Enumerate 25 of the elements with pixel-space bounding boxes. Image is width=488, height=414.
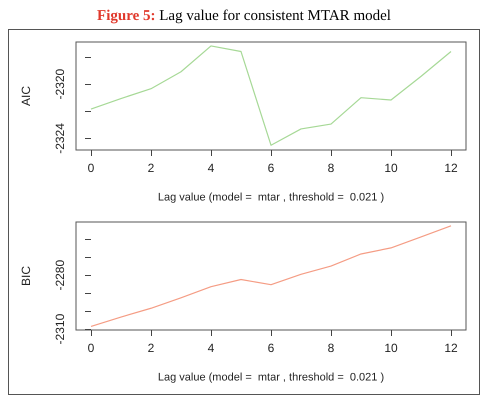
x-tick-label: 12 bbox=[444, 161, 458, 175]
x-tick-label: 8 bbox=[328, 161, 335, 175]
x-tick-label: 10 bbox=[384, 161, 398, 175]
x-tick-label: 4 bbox=[208, 161, 215, 175]
y-tick-label: -2280 bbox=[53, 260, 67, 291]
x-axis-title: Lag value (model = mtar , threshold = 0.021 ) bbox=[158, 192, 384, 204]
x-axis-title: Lag value (model = mtar , threshold = 0.021 ) bbox=[158, 372, 384, 384]
x-tick-label: 2 bbox=[148, 341, 155, 355]
x-tick-label: 6 bbox=[268, 341, 275, 355]
x-tick-label: 6 bbox=[268, 161, 275, 175]
line-series bbox=[90, 225, 452, 328]
y-axis-title: BIC bbox=[19, 266, 33, 286]
x-tick-label: 0 bbox=[88, 161, 95, 175]
x-tick-label: 8 bbox=[328, 341, 335, 355]
y-axis-title: AIC bbox=[19, 86, 33, 106]
y-tick-label: -2324 bbox=[53, 122, 67, 154]
x-tick-label: 4 bbox=[208, 341, 215, 355]
x-tick-label: 10 bbox=[384, 341, 398, 355]
x-tick-label: 12 bbox=[444, 341, 458, 355]
y-tick-label: -2310 bbox=[53, 313, 67, 344]
chart-title: Figure 5: Lag value for consistent MTAR model bbox=[96, 8, 392, 25]
x-tick-label: 0 bbox=[88, 341, 95, 355]
y-tick-label: -2320 bbox=[53, 68, 67, 100]
line-series bbox=[90, 45, 452, 146]
x-tick-label: 2 bbox=[148, 161, 155, 175]
